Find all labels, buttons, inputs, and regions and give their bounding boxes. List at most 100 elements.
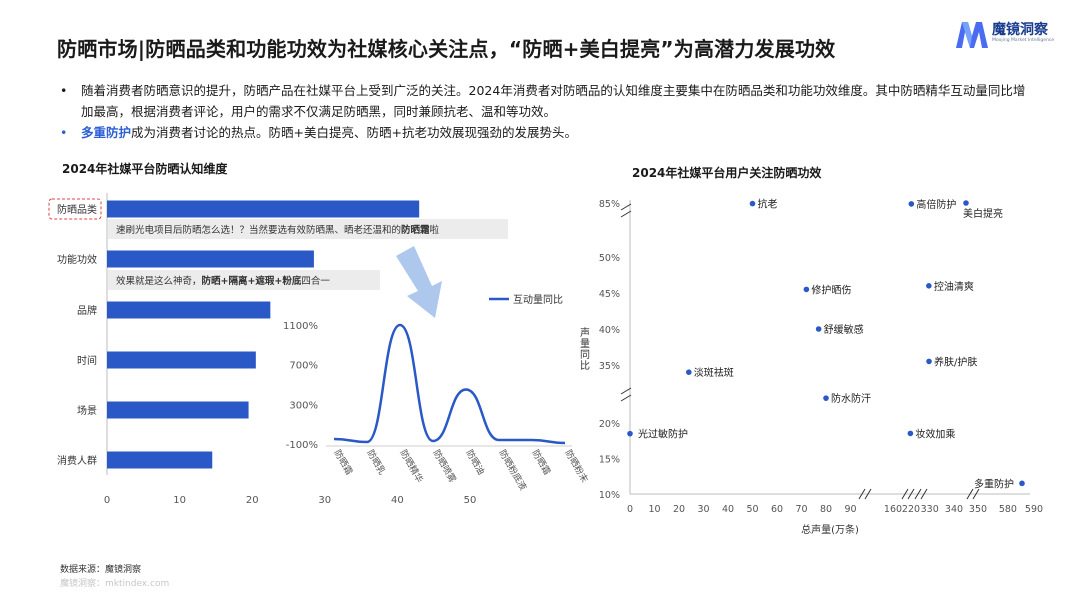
line-x-tick-label: 防晒喷雾 [430, 448, 458, 485]
line-y-tick-label: 300% [289, 400, 318, 411]
line-x-tick-label: 防晒霜 [331, 448, 355, 477]
bar-category-label: 消费人群 [57, 454, 97, 467]
comment-callout [108, 219, 508, 239]
axis-break-mark [858, 488, 866, 500]
scatter-x-tick-label: 330 [921, 504, 939, 515]
bar-category-label: 场景 [77, 404, 97, 417]
line-x-tick-label: 防晒粉末 [562, 448, 590, 485]
scatter-x-tick-label: 70 [795, 504, 807, 515]
scatter-y-tick-label: 50% [599, 253, 620, 264]
bar [107, 451, 213, 469]
bar [107, 301, 271, 319]
axis-break-mark [907, 488, 915, 500]
line-x-tick-label: 防晒霜 [529, 448, 553, 477]
scatter-point-label: 高倍防护 [916, 198, 956, 211]
scatter-point-label: 舒缓敏感 [824, 323, 864, 336]
line-x-tick-label: 防晒乳 [364, 448, 388, 477]
scatter-x-tick-label: 30 [697, 504, 709, 515]
bar-x-tick-label: 50 [464, 495, 477, 506]
summary-bullets: • 随着消费者防晒意识的提升，防晒产品在社媒平台上受到广泛的关注。2024年消费… [60, 80, 1035, 143]
scatter-x-tick-label: 80 [820, 504, 832, 515]
scatter-y-tick-label: 15% [599, 455, 620, 466]
bar [107, 200, 420, 218]
scatter-point-label: 养肤/护肤 [934, 355, 977, 368]
highlight-box [48, 198, 102, 220]
axis-break-mark [864, 488, 872, 500]
bullet-text: 随着消费者防晒意识的提升，防晒产品在社媒平台上受到广泛的关注。2024年消费者对… [81, 83, 1026, 119]
scatter-point [926, 283, 932, 289]
scatter-point-label: 抗老 [758, 198, 778, 211]
axis-break-mark [901, 488, 909, 500]
axis-break-mark [914, 488, 922, 500]
scatter-point-label: 美白提亮 [963, 207, 1003, 220]
scatter-point-label: 淡斑祛斑 [694, 366, 734, 379]
scatter-chart-title: 2024年社媒平台用户关注防晒功效 [632, 166, 822, 180]
scatter-y-axis-label-char: 同 [580, 349, 590, 361]
scatter-x-axis-label: 总声量(万条) [801, 523, 859, 536]
axis-break-mark [620, 387, 632, 395]
pointer-arrow-icon [396, 246, 442, 318]
bar-x-tick-label: 40 [391, 495, 404, 506]
axis-break-mark [620, 210, 632, 218]
bar-category-label: 防晒品类 [57, 203, 97, 216]
bar-x-tick-label: 30 [318, 495, 331, 506]
data-source: 数据来源：魔镜洞察 [60, 565, 142, 575]
bullet-item: • 随着消费者防晒意识的提升，防晒产品在社媒平台上受到广泛的关注。2024年消费… [60, 80, 1035, 122]
brand-logo: 魔镜洞察 Moojing Market Intelligence [954, 18, 1064, 52]
bullet-item: • 多重防护成为消费者讨论的热点。防晒+美白提亮、防晒+抗老功效展现强劲的发展势… [60, 122, 1035, 143]
scatter-point [823, 395, 829, 401]
scatter-x-tick-label: 40 [722, 504, 734, 515]
scatter-point-label: 修护晒伤 [811, 283, 851, 296]
brand-logo-name: 魔镜洞察 [992, 22, 1048, 38]
line-x-tick-label: 防晒粉底液 [496, 448, 529, 493]
bar [107, 351, 256, 369]
scatter-x-tick-label: 580 [999, 504, 1017, 515]
scatter-y-axis-label-char: 量 [580, 338, 590, 350]
axis-break-mark [966, 488, 974, 500]
bar [107, 401, 249, 419]
scatter-y-axis-label-char: 声 [580, 326, 590, 339]
scatter-point [815, 326, 822, 332]
bullet-dot-icon: • [60, 83, 68, 98]
bar-x-tick-label: 20 [246, 495, 259, 506]
bar-chart-title: 2024年社媒平台防晒认知维度 [62, 162, 228, 176]
axis-break-mark [920, 488, 928, 500]
scatter-point-label: 多重防护 [974, 477, 1014, 490]
scatter-point [627, 430, 633, 437]
line-x-tick-label: 防晒精华 [397, 448, 425, 485]
scatter-point-label: 防水防汗 [831, 392, 871, 405]
line-series [333, 323, 566, 445]
scatter-point-label: 妆效加乘 [915, 427, 955, 440]
axis-break-mark [620, 203, 632, 211]
scatter-point [926, 358, 932, 365]
scatter-point [1019, 480, 1025, 487]
scatter-point [749, 200, 756, 207]
line-x-tick-label: 防晒油 [463, 448, 487, 477]
axis-break-mark [620, 394, 632, 402]
scatter-x-tick-label: 90 [844, 504, 856, 515]
scatter-x-tick-label: 160 [884, 504, 902, 515]
scatter-point [686, 369, 692, 376]
scatter-x-tick-label: 350 [969, 504, 987, 515]
legend-label: 互动量同比 [513, 294, 563, 306]
comment-callout [108, 270, 380, 290]
comment-callout-text: 效果就是这么神奇，防晒+隔离+遮瑕+粉底四合一 [116, 275, 330, 287]
comment-callout-text: 速刷光电项目后防晒怎么选！？当然要选有效防晒黑、晒老还温和的防晒霜啦 [116, 224, 440, 236]
scatter-y-axis-label-char: 比 [580, 360, 590, 372]
scatter-y-tick-label: 10% [599, 490, 620, 501]
bar-category-label: 时间 [77, 354, 97, 367]
scatter-x-tick-label: 590 [1025, 504, 1043, 515]
scatter-y-tick-label: 40% [599, 325, 620, 336]
scatter-x-tick-label: 340 [945, 504, 963, 515]
bullet-text: 成为消费者讨论的热点。防晒+美白提亮、防晒+抗老功效展现强劲的发展势头。 [131, 125, 577, 140]
scatter-point-label: 光过敏防护 [638, 428, 688, 441]
brand-logo-subtitle: Moojing Market Intelligence [992, 38, 1055, 43]
scatter-y-tick-label: 85% [599, 199, 620, 210]
scatter-x-tick-label: 20 [673, 504, 685, 515]
bar-x-tick-label: 10 [173, 495, 186, 506]
line-y-tick-label: 700% [289, 361, 318, 372]
scatter-x-tick-label: 220 [902, 504, 920, 515]
scatter-point [963, 200, 969, 206]
scatter-y-tick-label: 35% [599, 361, 620, 372]
